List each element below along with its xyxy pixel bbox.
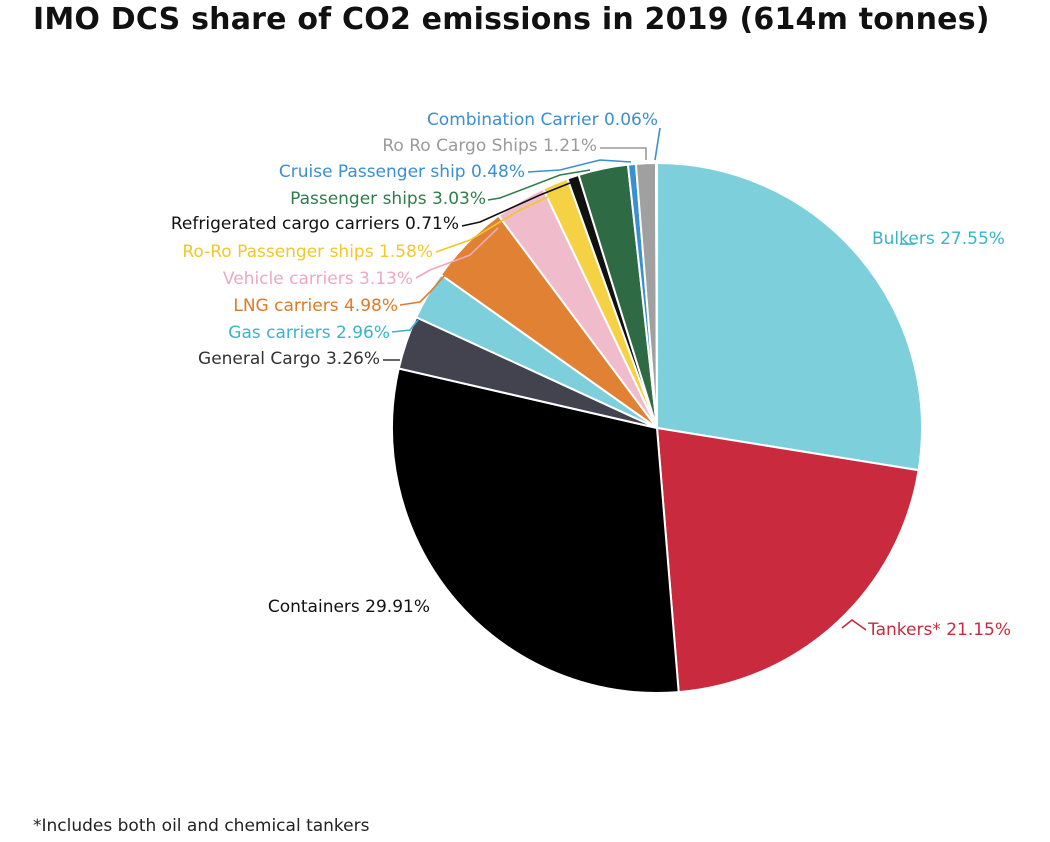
slice-labels: Bulkers 27.55% Tankers* 21.15% Containers … xyxy=(171,110,1011,640)
pie-slice-containers xyxy=(391,367,680,694)
slice-label: Cruise Passenger ship 0.48% xyxy=(279,162,525,182)
leader-line xyxy=(654,127,661,161)
pie-slice-bulkers xyxy=(656,161,923,472)
leader-line xyxy=(391,319,419,333)
leader-line xyxy=(841,618,867,631)
leader-line xyxy=(435,196,549,253)
slice-label: Containers 29.91% xyxy=(268,597,430,617)
slice-label: Bulkers 27.55% xyxy=(872,229,1005,249)
slice-label: Gas carriers 2.96% xyxy=(228,323,390,343)
leader-line xyxy=(399,274,446,306)
slice-label: Refrigerated cargo carriers 0.71% xyxy=(171,214,459,234)
leader-line xyxy=(487,169,591,201)
leader-line xyxy=(415,227,499,279)
chart-title: IMO DCS share of CO2 emissions in 2019 (… xyxy=(33,2,990,37)
slice-label: LNG carriers 4.98% xyxy=(233,296,398,316)
leader-line xyxy=(600,147,647,160)
slice-label: Tankers* 21.15% xyxy=(867,620,1011,640)
slice-label: Ro-Ro Passenger ships 1.58% xyxy=(182,242,433,262)
leader-lines xyxy=(383,127,915,631)
footnote: *Includes both oil and chemical tankers xyxy=(33,816,370,836)
slice-label: Vehicle carriers 3.13% xyxy=(223,269,413,289)
pie-slice-tankers xyxy=(655,426,920,694)
leader-line xyxy=(527,159,632,173)
slice-label: Combination Carrier 0.06% xyxy=(427,110,658,130)
slice-label: Passenger ships 3.03% xyxy=(290,189,486,209)
pie-slice-combination-carrier xyxy=(654,161,658,429)
leader-line xyxy=(461,182,571,227)
slice-label: General Cargo 3.26% xyxy=(198,349,380,369)
pie-slices xyxy=(391,161,923,694)
slice-label: Ro Ro Cargo Ships 1.21% xyxy=(382,136,597,156)
